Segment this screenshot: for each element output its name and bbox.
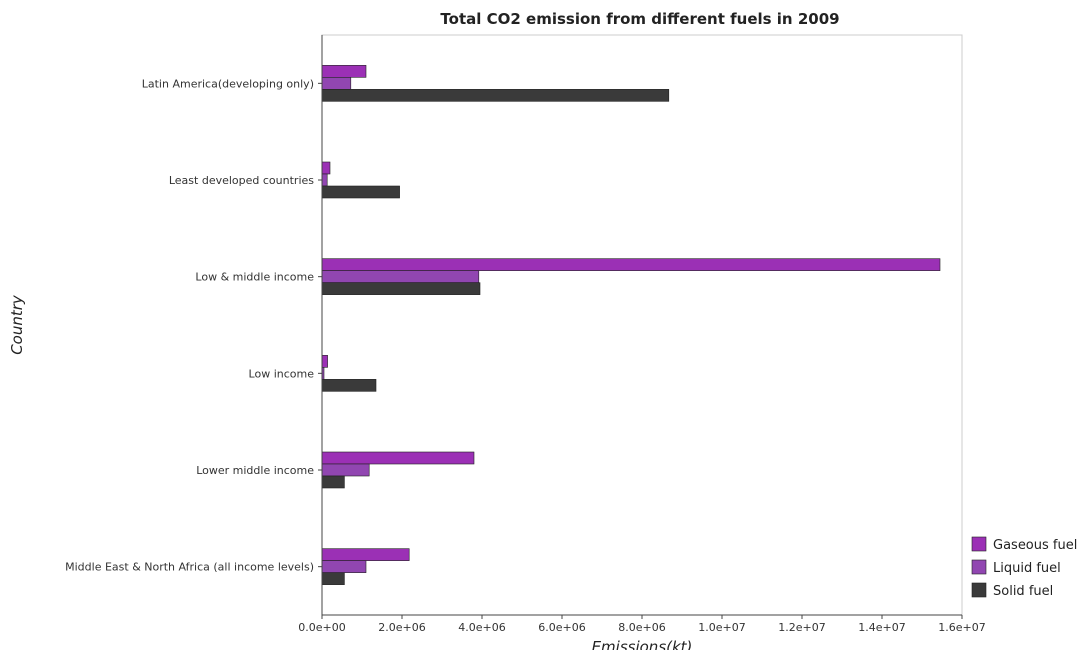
bar-solid-fuel [321, 379, 377, 392]
bar-solid-fuel [321, 572, 345, 585]
bar-gaseous-fuel [321, 161, 331, 175]
x-tick-label: 1.2e+07 [778, 621, 825, 634]
y-tick-label: Middle East & North Africa (all income l… [65, 561, 314, 574]
bar-solid-fuel [321, 282, 481, 295]
legend-label: Solid fuel [993, 584, 1053, 599]
x-tick-label: 6.0e+06 [538, 621, 585, 634]
legend: Gaseous fuel Liquid fuel Solid fuel [971, 536, 1077, 599]
bar-gaseous-fuel [321, 451, 475, 465]
y-tick-label: Low income [249, 367, 315, 380]
x-tick-label: 4.0e+06 [458, 621, 505, 634]
y-tick-label: Least developed countries [169, 174, 314, 187]
x-tick-label: 1.0e+07 [698, 621, 745, 634]
legend-swatch [971, 536, 987, 552]
y-tick-label: Low & middle income [195, 271, 314, 284]
chart-title: Total CO2 emission from different fuels … [440, 10, 839, 28]
legend-label: Liquid fuel [993, 561, 1061, 576]
bar-solid-fuel [321, 475, 345, 489]
bar-gaseous-fuel [321, 258, 941, 271]
x-tick-label: 1.6e+07 [938, 621, 985, 634]
bar-gaseous-fuel [321, 548, 410, 561]
y-tick-label: Lower middle income [196, 464, 314, 477]
bar-liquid-fuel [321, 173, 328, 187]
bar-liquid-fuel [321, 270, 480, 283]
x-tick-label: 1.4e+07 [858, 621, 905, 634]
x-tick-label: 0.0e+00 [298, 621, 345, 634]
plot-area [321, 34, 963, 616]
legend-swatch [971, 559, 987, 575]
bar-gaseous-fuel [321, 355, 328, 368]
bar-liquid-fuel [321, 560, 367, 573]
x-tick-label: 8.0e+06 [618, 621, 665, 634]
x-axis-label: Emissions(kt) [592, 638, 693, 650]
bar-solid-fuel [321, 89, 670, 102]
bar-gaseous-fuel [321, 65, 367, 78]
bar-solid-fuel [321, 185, 400, 199]
bars-group [321, 65, 941, 585]
x-axis: 0.0e+00 2.0e+06 4.0e+06 6.0e+06 8.0e+06 1.0e+… [298, 614, 986, 634]
y-axis: Latin America(developing only) Least deve… [65, 35, 323, 615]
y-tick-label: Latin America(developing only) [142, 77, 314, 90]
bar-liquid-fuel [321, 77, 352, 90]
x-tick-label: 2.0e+06 [378, 621, 425, 634]
y-axis-label: Country [8, 294, 26, 355]
legend-swatch [971, 582, 987, 598]
bar-liquid-fuel [321, 463, 370, 477]
legend-label: Gaseous fuel [993, 538, 1077, 553]
